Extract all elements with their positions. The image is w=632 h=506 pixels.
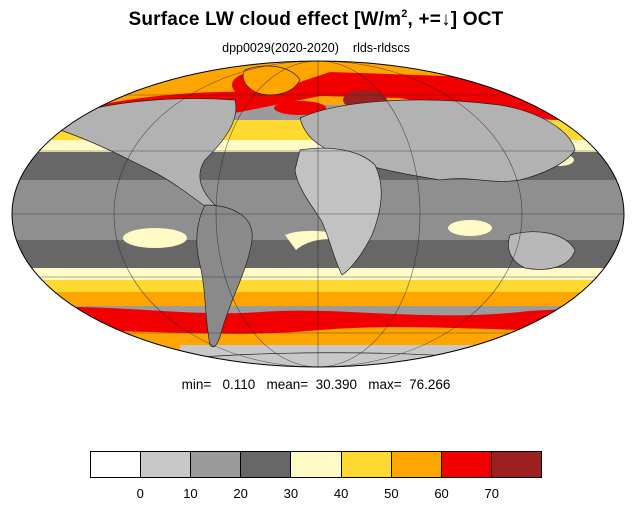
colorbar (90, 451, 542, 478)
colorbar-swatch-6 (391, 452, 442, 477)
map-subtitle: dpp0029(2020-2020) rlds-rldscs (0, 41, 632, 55)
map-title: Surface LW cloud effect [W/m2, +=↓] OCT (128, 8, 504, 30)
land-australia (508, 231, 576, 270)
band-north-red (40, 72, 620, 140)
colorbar-swatch-2 (191, 452, 242, 477)
colorbar-tick-label: 10 (183, 486, 198, 501)
colorbar-tick-label: 30 (283, 486, 299, 501)
land-south-america (196, 204, 253, 348)
colorbar-swatch-1 (141, 452, 192, 477)
pale-patch-pacific (123, 228, 187, 248)
land-north-america (59, 98, 237, 211)
land-greenland (242, 65, 301, 96)
colorbar-swatch-3 (241, 452, 292, 477)
colorbar-tick-label: 20 (233, 486, 248, 501)
colorbar-swatch-4 (291, 452, 342, 477)
subtitle-run: dpp0029(2020-2020) (222, 41, 339, 55)
summary-statistics: min= 0.110 mean= 30.390 max= 76.266 (181, 377, 451, 392)
colorbar-swatch-8 (491, 452, 541, 477)
pale-patch-indian (448, 220, 492, 236)
colorbar-tick-label: 40 (333, 486, 349, 501)
subtitle-variable: rlds-rldscs (352, 41, 410, 55)
graticule (12, 61, 624, 367)
colorbar-tick-label: 0 (136, 486, 144, 501)
colorbar-tick-label: 50 (384, 486, 399, 501)
colorbar-swatch-0 (91, 452, 142, 477)
red-patch-siberia (274, 101, 326, 115)
colorbar-tick-label: 70 (484, 486, 499, 501)
colorbar-swatch-5 (341, 452, 392, 477)
colorbar-swatch-7 (441, 452, 492, 477)
band-south-orange (12, 292, 624, 306)
colorbar-tick-label: 60 (434, 486, 449, 501)
globe-outline (11, 60, 625, 368)
